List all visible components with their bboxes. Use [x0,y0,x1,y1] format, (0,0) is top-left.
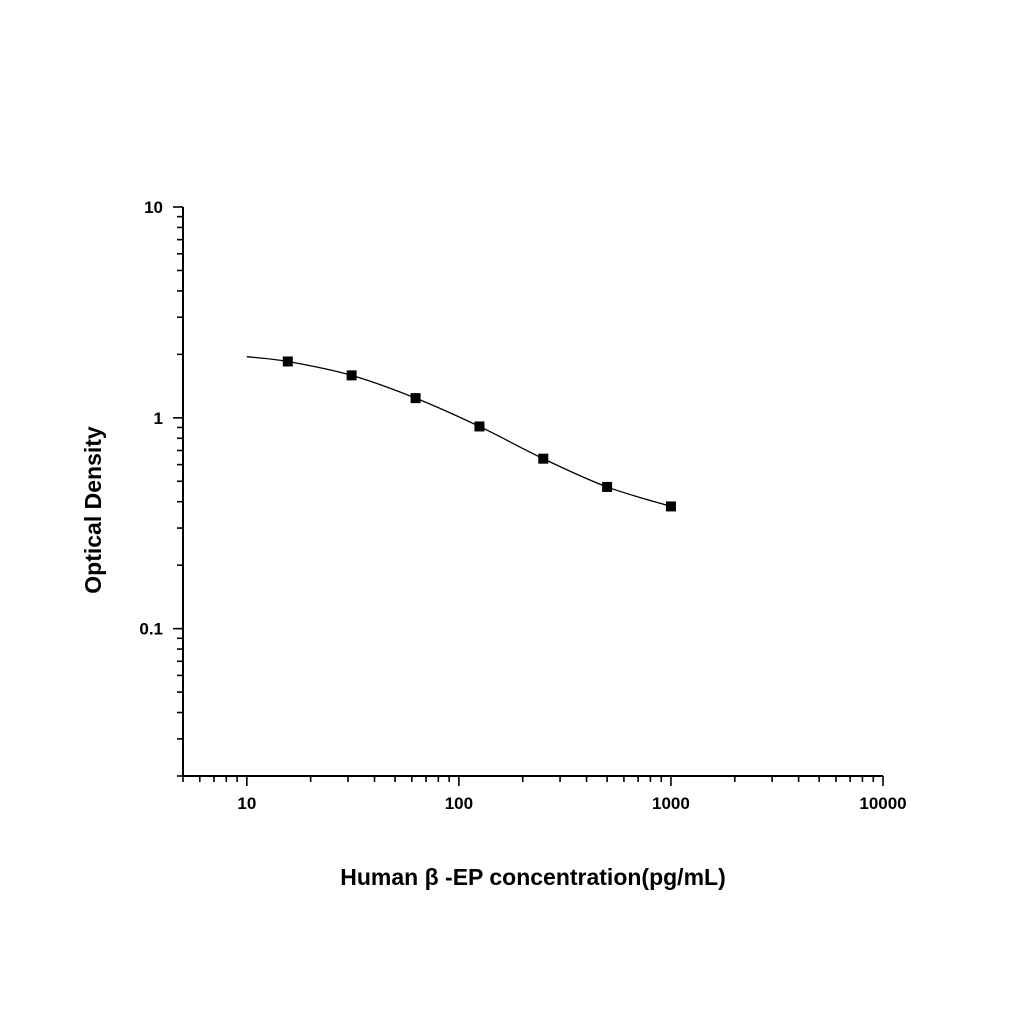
data-markers [282,356,676,512]
data-point [346,370,357,381]
y-axis-title: Optical Density [80,426,106,594]
x-tick-label: 10000 [859,794,906,813]
y-tick-label: 0.1 [139,620,163,639]
x-axis-title: Human β -EP concentration(pg/mL) [340,864,725,890]
data-point [282,356,293,367]
data-point [474,421,485,432]
axes [182,207,883,777]
data-point [410,393,421,404]
x-tick-label: 100 [445,794,473,813]
data-point [602,481,613,492]
x-tick-label: 10 [237,794,256,813]
data-point [665,501,676,512]
y-tick-label: 1 [154,409,163,428]
data-point [538,453,549,464]
tick-labels: 10 100 1000 10000 0.1 1 10 [139,198,906,813]
x-tick-label: 1000 [652,794,690,813]
ticks [173,206,884,786]
y-tick-label: 10 [144,198,163,217]
